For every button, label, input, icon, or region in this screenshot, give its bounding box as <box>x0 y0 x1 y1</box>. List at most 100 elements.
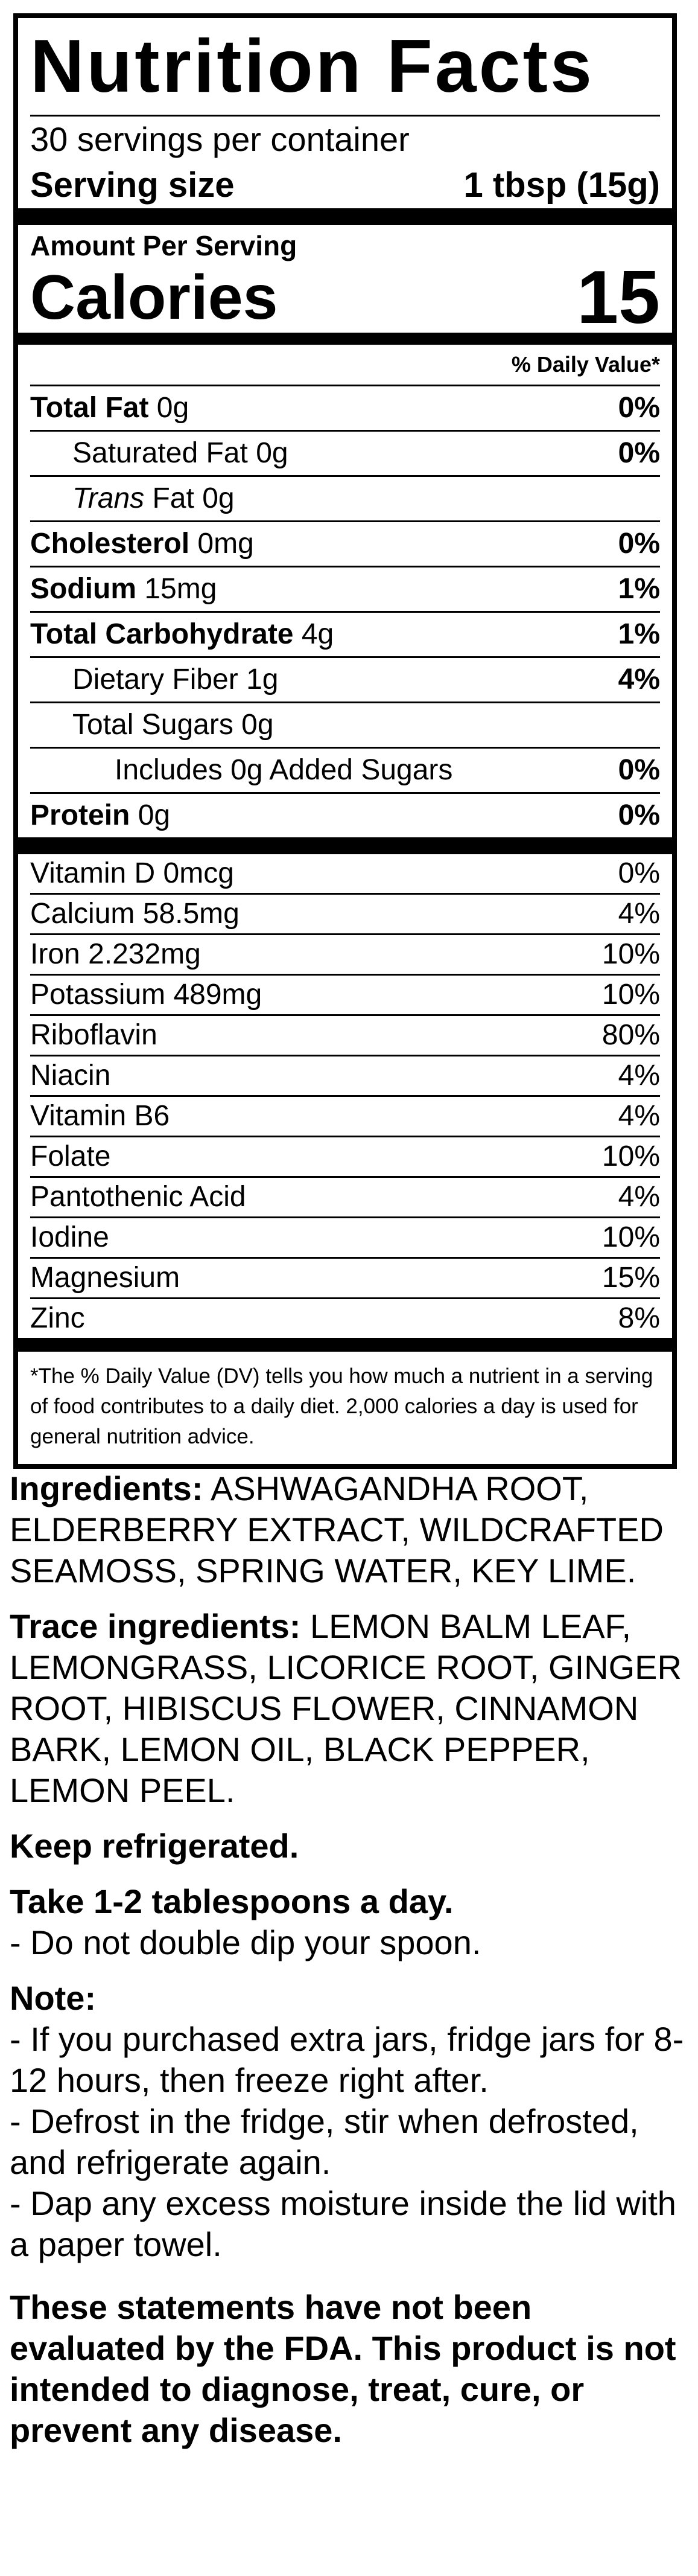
vitamin-name-group: Magnesium <box>30 1259 180 1297</box>
vitamin-row: Pantothenic Acid 4% <box>30 1176 660 1216</box>
nutrient-dv: 0% <box>618 799 660 831</box>
nutrient-row: Total Fat 0g 0% <box>30 385 660 430</box>
vitamin-dv: 4% <box>618 898 660 930</box>
panel-title: Nutrition Facts <box>30 25 594 108</box>
vitamin-dv: 15% <box>601 1262 660 1294</box>
vitamin-row: Niacin 4% <box>30 1055 660 1095</box>
calories-row: Calories 15 <box>30 260 660 335</box>
thick-divider <box>18 333 672 345</box>
vitamin-dv: 8% <box>618 1302 660 1334</box>
trace-text: LEMON BALM LEAF, LEMONGRASS, LICORICE RO… <box>10 1607 682 1809</box>
nutrient-dv: 4% <box>618 663 660 695</box>
note-line: - Defrost in the fridge, stir when defro… <box>10 2102 639 2181</box>
nutrient-name-group: Cholesterol 0mg <box>30 522 254 566</box>
nutrient-name-group: Total Fat 0g <box>30 386 189 430</box>
vitamin-name-group: Iron 2.232mg <box>30 935 201 974</box>
nutrient-row: Saturated Fat 0g 0% <box>30 430 660 475</box>
calories-label: Calories <box>30 263 278 333</box>
nutrient-amount: 1g <box>246 663 279 695</box>
nutrient-name-group: Total Carbohydrate 4g <box>30 613 334 656</box>
nutrient-name: Includes 0g Added Sugars <box>115 754 453 786</box>
nutrient-name: Fat <box>152 482 194 514</box>
nutrient-name-group: Includes 0g Added Sugars <box>30 749 452 792</box>
trace-ingredients: Trace ingredients: LEMON BALM LEAF, LEMO… <box>10 1606 688 1811</box>
nutrient-row: Includes 0g Added Sugars 0% <box>30 747 660 792</box>
vitamin-name: Calcium <box>30 898 135 930</box>
vitamin-name-group: Riboflavin <box>30 1016 157 1055</box>
trace-heading: Trace ingredients: <box>10 1607 301 1645</box>
vitamin-row: Zinc 8% <box>30 1297 660 1338</box>
vitamin-amount: 489mg <box>173 979 262 1011</box>
vitamin-name-group: Calcium 58.5mg <box>30 895 240 933</box>
note-line: - Dap any excess moisture inside the lid… <box>10 2184 676 2263</box>
vitamin-name-group: Potassium 489mg <box>30 976 262 1014</box>
nutrient-row: Total Sugars 0g <box>30 702 660 747</box>
nutrient-name: Saturated Fat <box>72 437 248 469</box>
serving-size-row: Serving size 1 tbsp (15g) <box>30 162 660 208</box>
vitamin-name-group: Vitamin D 0mcg <box>30 854 234 893</box>
vitamin-dv: 10% <box>601 979 660 1011</box>
nutrient-row: Dietary Fiber 1g 4% <box>30 656 660 702</box>
vitamin-amount: 58.5mg <box>142 898 240 930</box>
nutrient-row: Total Carbohydrate 4g 1% <box>30 611 660 656</box>
vitamin-name: Iron <box>30 938 80 970</box>
vitamin-dv: 0% <box>618 857 660 889</box>
thick-divider <box>18 1338 672 1350</box>
vitamin-name-group: Pantothenic Acid <box>30 1178 246 1216</box>
nutrient-name-group: Protein 0g <box>30 794 170 837</box>
nutrient-amount: 0mg <box>197 528 254 560</box>
vitamin-name-group: Folate <box>30 1137 110 1176</box>
vitamin-name: Folate <box>30 1140 111 1172</box>
vitamin-name: Iodine <box>30 1221 109 1253</box>
vitamin-name-group: Iodine <box>30 1218 109 1257</box>
vitamin-dv: 4% <box>618 1181 660 1213</box>
nutrient-row: Sodium 15mg 1% <box>30 566 660 611</box>
nutrient-name: Cholesterol <box>30 528 190 560</box>
vitamin-dv: 10% <box>601 938 660 970</box>
nutrient-name-group: Saturated Fat 0g <box>30 432 288 475</box>
note-line: - If you purchased extra jars, fridge ja… <box>10 2020 684 2099</box>
vitamin-amount: 0mcg <box>163 857 234 889</box>
nutrient-amount: 0g <box>138 799 171 831</box>
vitamin-dv: 10% <box>601 1221 660 1253</box>
footnote: *The % Daily Value (DV) tells you how mu… <box>18 1350 672 1464</box>
nutrient-name: Total Fat <box>30 392 149 424</box>
nutrient-name: Dietary Fiber <box>72 663 238 695</box>
daily-value-header: % Daily Value* <box>511 352 660 377</box>
nutrient-dv: 0% <box>618 754 660 786</box>
nutrient-row: Trans Fat 0g <box>30 475 660 520</box>
vitamin-row: Iodine 10% <box>30 1216 660 1257</box>
vitamin-row: Calcium 58.5mg 4% <box>30 893 660 933</box>
amount-per-serving: Amount Per Serving <box>30 230 297 261</box>
vitamin-name: Niacin <box>30 1059 111 1091</box>
usage-line: - Do not double dip your spoon. <box>10 1923 481 1961</box>
note-heading: Note: <box>10 1979 97 2017</box>
nutrient-amount: 0g <box>241 709 274 741</box>
vitamin-name-group: Zinc <box>30 1299 85 1338</box>
vitamin-name: Riboflavin <box>30 1019 157 1051</box>
vitamin-name: Pantothenic Acid <box>30 1181 246 1213</box>
serving-size-label: Serving size <box>30 165 235 205</box>
nutrient-dv: 1% <box>618 618 660 650</box>
vitamin-name: Vitamin D <box>30 857 156 889</box>
nutrient-name-group: Total Sugars 0g <box>30 703 274 747</box>
vitamin-name: Vitamin B6 <box>30 1100 170 1132</box>
nutrient-amount: 4g <box>301 618 334 650</box>
disclaimer: These statements have not been evaluated… <box>10 2288 676 2449</box>
serving-size-value: 1 tbsp (15g) <box>463 165 661 205</box>
vitamin-name: Zinc <box>30 1302 85 1334</box>
nutrient-row: Protein 0g 0% <box>30 792 660 837</box>
nutrient-amount: 0g <box>156 392 189 424</box>
nutrient-list: Total Fat 0g 0% Saturated Fat 0g 0% Trans Fa… <box>30 385 660 837</box>
nutrient-name-group: Trans Fat 0g <box>30 477 235 520</box>
vitamin-row: Vitamin B6 4% <box>30 1095 660 1136</box>
vitamin-row: Iron 2.232mg 10% <box>30 933 660 974</box>
note: Note: - If you purchased extra jars, frid… <box>10 1978 688 2265</box>
vitamin-row: Vitamin D 0mcg 0% <box>30 854 660 893</box>
nutrient-name: Total Carbohydrate <box>30 618 294 650</box>
nutrient-name-italic: Trans <box>72 482 145 514</box>
nutrient-name-group: Dietary Fiber 1g <box>30 658 278 702</box>
nutrient-dv: 1% <box>618 573 660 605</box>
nutrient-name: Total Sugars <box>72 709 233 741</box>
vitamin-name: Magnesium <box>30 1262 180 1294</box>
